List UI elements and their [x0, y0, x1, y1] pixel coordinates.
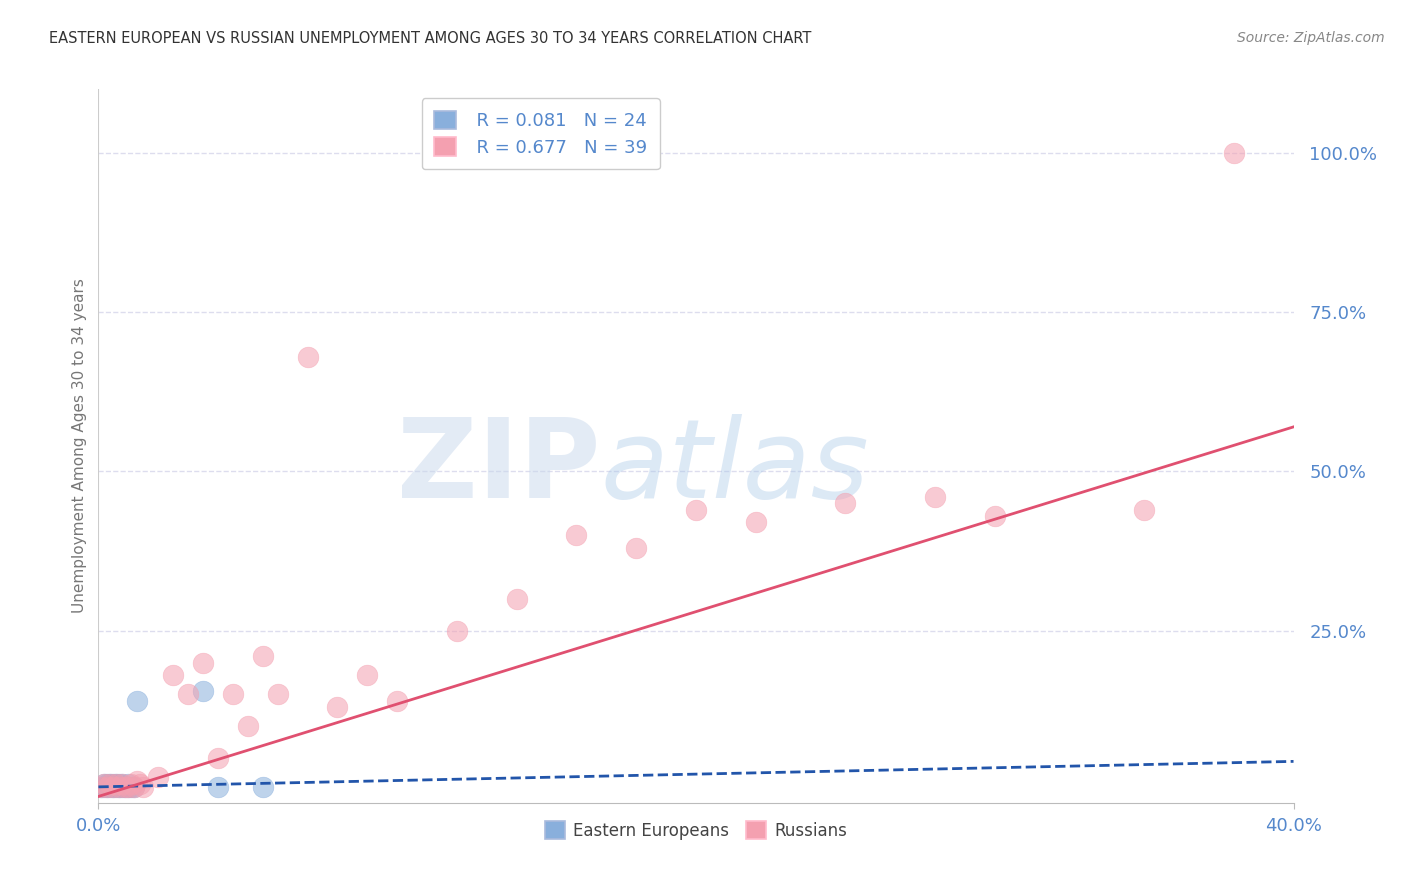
Point — [105, 777, 128, 791]
Point — [93, 777, 115, 791]
Point — [127, 694, 149, 708]
Point — [103, 780, 125, 794]
Point — [252, 780, 274, 794]
Point — [506, 591, 529, 606]
Point — [103, 777, 125, 791]
Point — [745, 516, 768, 530]
Point — [111, 780, 134, 794]
Point — [297, 350, 319, 364]
Point — [96, 777, 118, 791]
Point — [93, 780, 115, 794]
Y-axis label: Unemployment Among Ages 30 to 34 years: Unemployment Among Ages 30 to 34 years — [72, 278, 87, 614]
Point — [120, 777, 142, 791]
Point — [98, 780, 122, 794]
Point — [924, 490, 946, 504]
Point — [111, 777, 134, 791]
Point — [124, 780, 146, 794]
Point — [105, 780, 128, 794]
Point — [1223, 145, 1246, 160]
Point — [132, 780, 155, 794]
Point — [834, 496, 856, 510]
Point — [120, 780, 142, 794]
Text: ZIP: ZIP — [396, 414, 600, 521]
Point — [356, 668, 378, 682]
Point — [252, 649, 274, 664]
Point — [191, 684, 214, 698]
Point — [191, 656, 214, 670]
Point — [148, 770, 170, 784]
Point — [267, 688, 290, 702]
Point — [117, 777, 139, 791]
Point — [96, 780, 118, 794]
Point — [385, 694, 409, 708]
Point — [114, 780, 136, 794]
Point — [117, 780, 139, 794]
Point — [108, 777, 131, 791]
Point — [222, 688, 245, 702]
Point — [162, 668, 184, 682]
Point — [1133, 502, 1156, 516]
Text: atlas: atlas — [600, 414, 869, 521]
Point — [984, 509, 1007, 524]
Text: EASTERN EUROPEAN VS RUSSIAN UNEMPLOYMENT AMONG AGES 30 TO 34 YEARS CORRELATION C: EASTERN EUROPEAN VS RUSSIAN UNEMPLOYMENT… — [49, 31, 811, 46]
Point — [127, 773, 149, 788]
Point — [114, 780, 136, 794]
Point — [565, 528, 588, 542]
Text: Source: ZipAtlas.com: Source: ZipAtlas.com — [1237, 31, 1385, 45]
Point — [236, 719, 259, 733]
Legend: Eastern Europeans, Russians: Eastern Europeans, Russians — [537, 814, 855, 848]
Point — [105, 777, 128, 791]
Point — [207, 751, 229, 765]
Point — [103, 780, 125, 794]
Point — [90, 780, 112, 794]
Point — [626, 541, 648, 555]
Point — [685, 502, 707, 516]
Point — [98, 777, 122, 791]
Point — [90, 780, 112, 794]
Point — [108, 780, 131, 794]
Point — [207, 780, 229, 794]
Point — [96, 780, 118, 794]
Point — [108, 780, 131, 794]
Point — [129, 777, 152, 791]
Point — [111, 777, 134, 791]
Point — [93, 777, 115, 791]
Point — [117, 780, 139, 794]
Point — [177, 688, 200, 702]
Point — [98, 777, 122, 791]
Point — [446, 624, 468, 638]
Point — [326, 700, 349, 714]
Point — [124, 780, 146, 794]
